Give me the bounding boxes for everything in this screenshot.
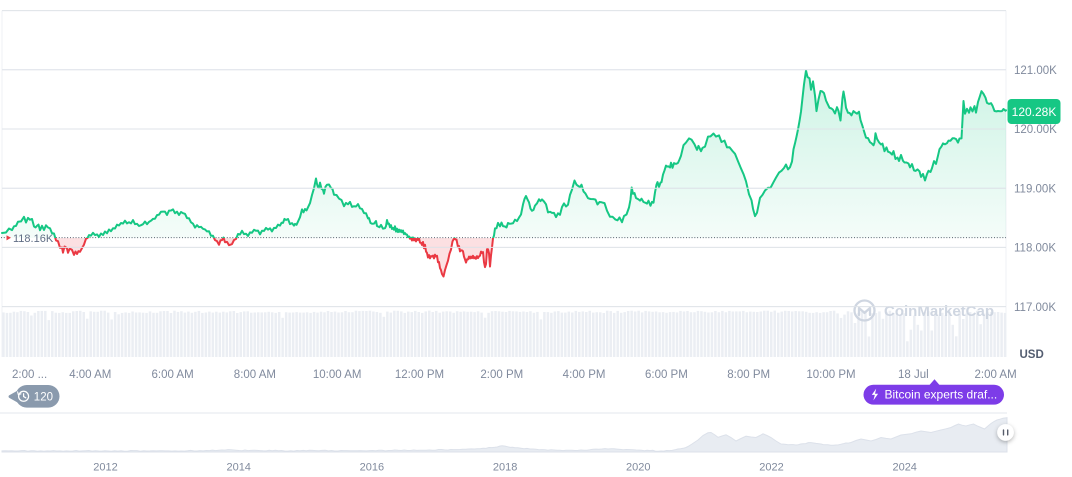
svg-text:CoinMarketCap: CoinMarketCap xyxy=(884,303,994,320)
svg-text:Bitcoin experts draf...: Bitcoin experts draf... xyxy=(885,388,998,402)
svg-text:120.28K: 120.28K xyxy=(1012,105,1057,119)
svg-text:120.00K: 120.00K xyxy=(1014,124,1057,136)
svg-text:2:00 AM: 2:00 AM xyxy=(974,369,1016,381)
svg-text:2024: 2024 xyxy=(892,462,916,474)
svg-text:120: 120 xyxy=(34,392,53,404)
svg-text:USD: USD xyxy=(1020,349,1044,361)
svg-text:2014: 2014 xyxy=(226,462,250,474)
svg-text:10:00 AM: 10:00 AM xyxy=(313,369,362,381)
svg-text:2016: 2016 xyxy=(360,462,384,474)
svg-text:121.00K: 121.00K xyxy=(1014,65,1057,77)
svg-text:2:00 ...: 2:00 ... xyxy=(12,369,47,381)
svg-text:118.00K: 118.00K xyxy=(1014,243,1056,255)
svg-text:118.16K: 118.16K xyxy=(13,233,54,245)
svg-text:6:00 AM: 6:00 AM xyxy=(151,369,193,381)
svg-text:6:00 PM: 6:00 PM xyxy=(645,369,688,381)
svg-text:10:00 PM: 10:00 PM xyxy=(806,369,855,381)
svg-text:2:00 PM: 2:00 PM xyxy=(480,369,523,381)
svg-text:8:00 PM: 8:00 PM xyxy=(727,369,770,381)
svg-text:119.00K: 119.00K xyxy=(1014,183,1056,195)
svg-text:8:00 AM: 8:00 AM xyxy=(234,369,276,381)
svg-text:2022: 2022 xyxy=(759,462,783,474)
svg-text:12:00 PM: 12:00 PM xyxy=(395,369,444,381)
svg-text:2020: 2020 xyxy=(626,462,650,474)
svg-text:2012: 2012 xyxy=(93,462,117,474)
svg-text:117.00K: 117.00K xyxy=(1014,302,1056,314)
svg-text:4:00 AM: 4:00 AM xyxy=(69,369,111,381)
svg-text:18 Jul: 18 Jul xyxy=(898,369,929,381)
svg-text:2018: 2018 xyxy=(493,462,517,474)
svg-text:4:00 PM: 4:00 PM xyxy=(563,369,606,381)
